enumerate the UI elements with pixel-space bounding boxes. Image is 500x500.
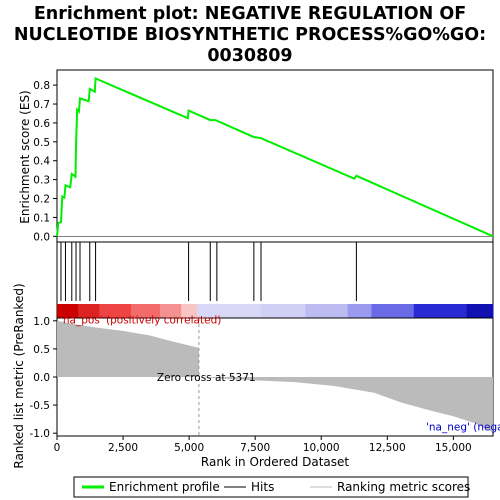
es-y-tick-label: 0.4 [33, 156, 50, 168]
color-bar-segment [305, 304, 349, 318]
hits-panel [56, 241, 494, 319]
color-bar-segment [78, 304, 100, 318]
rank-y-tick-label: 0.0 [33, 372, 50, 384]
es-y-tick-label: 0.2 [33, 194, 50, 206]
es-y-tick-label: 0.5 [33, 137, 50, 149]
chart-title-line-3: 0030809 [207, 46, 292, 66]
rank-x-axis-label: Rank in Ordered Dataset [201, 455, 349, 469]
es-y-tick-label: 0.1 [33, 212, 50, 224]
color-bar-segment [130, 304, 161, 318]
es-y-axis-label: Enrichment score (ES) [18, 90, 32, 223]
legend-label: Enrichment profile [109, 480, 220, 494]
rank-x-tick-label: 12,500 [369, 442, 406, 454]
rank-y-tick-label: -1.0 [30, 428, 51, 440]
negative-correlation-label: 'na_neg' (negatively correlated) [426, 421, 500, 433]
color-bar-segment [260, 304, 306, 318]
chart-legend: Enrichment profile Hits Ranking metric sco… [73, 476, 470, 498]
es-y-axis-ticks: 0.0 0.1 0.2 0.3 0.4 0.5 0.6 0.7 0.8 [33, 80, 57, 243]
color-bar-segment [99, 304, 132, 318]
es-y-tick-label: 0.7 [33, 99, 50, 111]
es-y-tick-label: 0.6 [33, 118, 50, 130]
chart-title-line-1: Enrichment plot: NEGATIVE REGULATION OF [34, 4, 466, 24]
positive-correlation-label: 'na_pos' (positively correlated) [60, 315, 221, 327]
color-bar-segment [181, 304, 198, 318]
rank-y-tick-label: 0.5 [33, 344, 50, 356]
chart-title-line-2: NUCLEOTIDE BIOSYNTHETIC PROCESS%GO%GO: [14, 25, 486, 45]
color-bar-segment [347, 304, 372, 318]
enrichment-score-panel: 0.0 0.1 0.2 0.3 0.4 0.5 0.6 0.7 0.8 Enrichment s… [18, 69, 494, 243]
ranked-metric-panel: 1.0 0.5 0.0 -0.5 -1.0 0 2,500 5,000 7,500 10,000… [12, 283, 500, 469]
rank-y-axis-label: Ranked list metric (PreRanked) [12, 283, 26, 468]
rank-x-tick-label: 15,000 [435, 442, 472, 454]
rank-x-axis-ticks: 0 2,500 5,000 7,500 10,000 12,500 15,000 [54, 436, 472, 454]
rank-x-tick-label: 5,000 [174, 442, 204, 454]
legend-frame [73, 476, 469, 498]
color-bar-segment [160, 304, 182, 318]
rank-x-tick-label: 0 [54, 442, 61, 454]
ranking-metric-area [57, 320, 493, 433]
color-bar-segment [466, 304, 494, 318]
color-bar-segment [413, 304, 468, 318]
es-y-tick-label: 0.8 [33, 80, 50, 92]
rank-x-tick-label: 7,500 [240, 442, 270, 454]
rank-x-tick-label: 2,500 [108, 442, 138, 454]
rank-y-axis-ticks: 1.0 0.5 0.0 -0.5 -1.0 [30, 316, 57, 440]
rank-y-tick-label: 1.0 [33, 316, 50, 328]
ranking-color-bar [57, 304, 494, 318]
hit-markers [60, 242, 357, 301]
color-bar-segment [197, 304, 261, 318]
legend-items: Enrichment profile Hits Ranking metric sco… [82, 480, 470, 494]
es-y-tick-label: 0.0 [33, 231, 50, 243]
legend-label: Hits [251, 480, 274, 494]
rank-x-tick-label: 10,000 [303, 442, 340, 454]
rank-y-tick-label: -0.5 [30, 400, 51, 412]
zero-cross-label: Zero cross at 5371 [157, 372, 256, 384]
es-plot-frame [56, 69, 494, 243]
enrichment-profile-line [56, 77, 494, 238]
legend-label: Ranking metric scores [337, 480, 470, 494]
color-bar-segment [57, 304, 79, 318]
es-y-tick-label: 0.3 [33, 175, 50, 187]
color-bar-segment [371, 304, 415, 318]
